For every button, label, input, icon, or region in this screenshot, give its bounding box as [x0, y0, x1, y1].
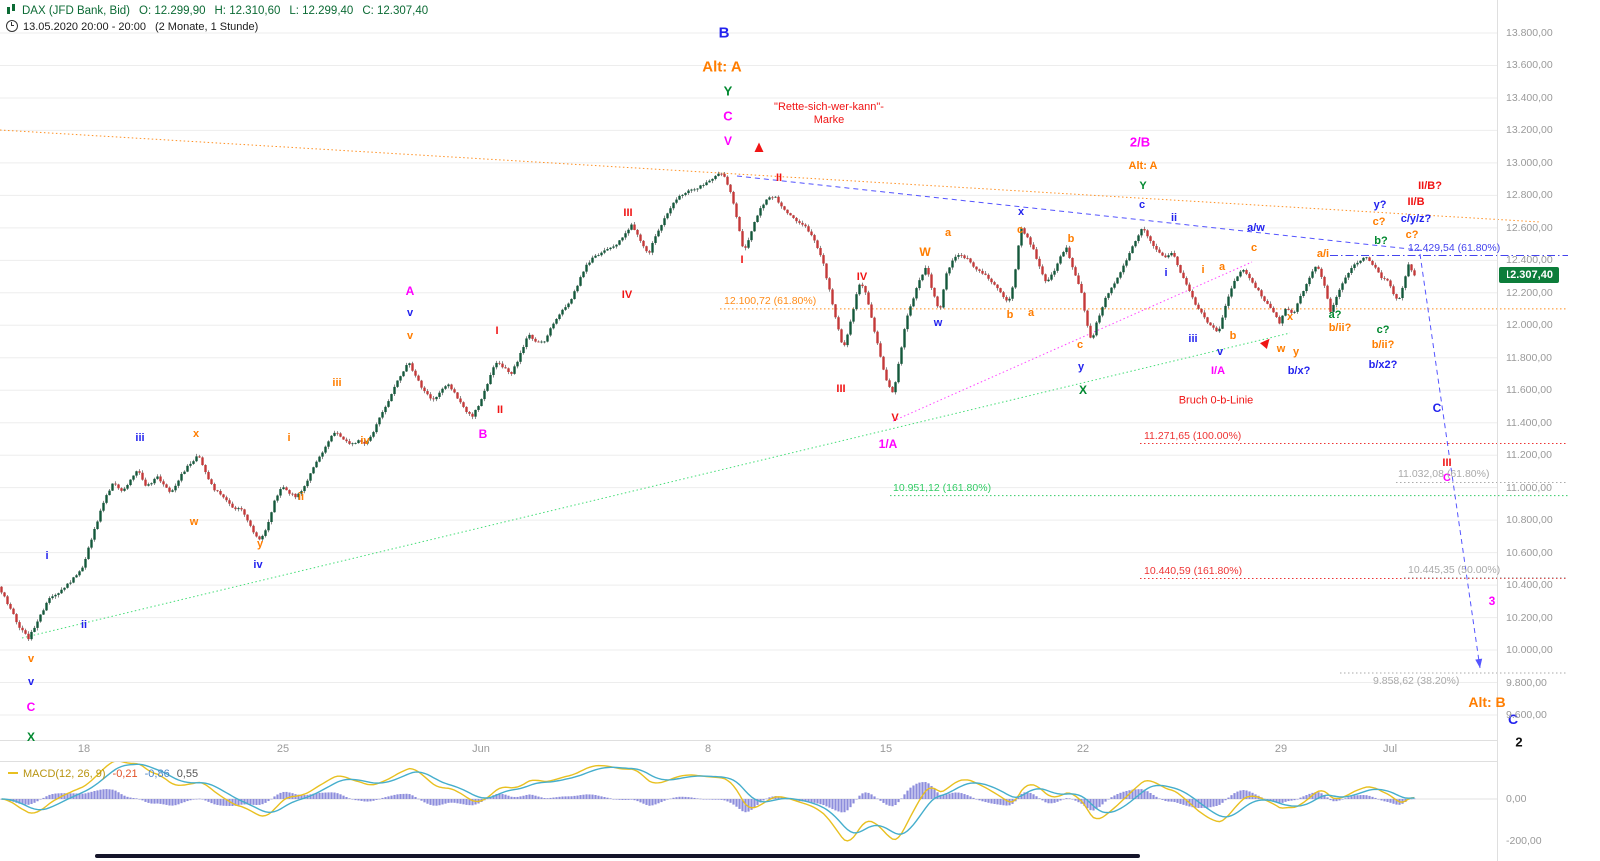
price-tick: 12.200,00: [1506, 286, 1553, 299]
price-tick: 10.400,00: [1506, 579, 1553, 592]
price-tick: 9.600,00: [1506, 709, 1547, 721]
price-tick: 12.000,00: [1506, 319, 1553, 332]
clock-icon: [6, 20, 18, 32]
price-tick: 12.600,00: [1506, 221, 1553, 234]
macd-tick: -200,00: [1506, 835, 1542, 847]
chart-bottom-separator: [0, 740, 1497, 741]
price-tick: 11.400,00: [1506, 416, 1552, 429]
price-tick: 13.200,00: [1506, 124, 1553, 137]
price-tick: 9.800,00: [1506, 676, 1547, 689]
axis-separator: [1497, 0, 1498, 861]
time-tick: 15: [879, 743, 893, 755]
price-tick: 11.600,00: [1506, 384, 1552, 397]
last-price-value: 12.307,40: [1504, 269, 1553, 282]
macd-icon: [8, 772, 18, 774]
instrument-icon: [6, 4, 18, 15]
price-tick: 11.800,00: [1506, 351, 1552, 364]
price-tick: 12.400,00: [1506, 254, 1553, 267]
macd-header: MACD(12, 26, 9) -0,21 -0,86 0,55: [8, 768, 198, 780]
price-tick: 13.400,00: [1506, 91, 1553, 104]
price-tick: 11.000,00: [1506, 481, 1552, 494]
time-tick: 18: [77, 743, 91, 755]
price-tick: 13.000,00: [1506, 156, 1553, 169]
macd-value: -0,86: [144, 768, 170, 780]
price-tick: 13.800,00: [1506, 27, 1553, 39]
time-tick: 29: [1274, 743, 1288, 755]
time-tick: Jul: [1382, 743, 1398, 755]
price-tick: 10.000,00: [1506, 644, 1553, 657]
time-tick: Jun: [472, 743, 490, 755]
horizontal-scrollbar[interactable]: [95, 854, 1140, 858]
open-value: O: 12.299,90: [139, 5, 206, 17]
timeframe-label: (2 Monate, 1 Stunde): [154, 21, 259, 33]
price-tick: 10.200,00: [1506, 611, 1553, 624]
macd-value: -0,21: [112, 768, 138, 780]
high-value: H: 12.310,60: [214, 5, 281, 17]
close-value: C: 12.307,40: [362, 5, 429, 17]
price-tick: 12.800,00: [1506, 189, 1553, 202]
macd-label: MACD(12, 26, 9): [23, 768, 106, 780]
price-tick: 13.600,00: [1506, 59, 1553, 72]
last-price-badge: 12.307,40: [1499, 267, 1559, 284]
price-tick: 10.800,00: [1506, 514, 1553, 527]
price-tick: 11.200,00: [1506, 449, 1552, 462]
price-tick: 10.600,00: [1506, 546, 1553, 559]
datetime-range: 13.05.2020 20:00 - 20:00: [23, 21, 146, 33]
macd-value: 0,55: [176, 768, 199, 780]
low-value: L: 12.299,40: [289, 5, 354, 17]
time-tick: 8: [704, 743, 712, 755]
time-tick: 25: [276, 743, 290, 755]
symbol-title: DAX (JFD Bank, Bid): [22, 5, 130, 17]
macd-top-separator: [0, 761, 1497, 762]
time-tick: 22: [1076, 743, 1090, 755]
chart-header: DAX (JFD Bank, Bid) O: 12.299,90 H: 12.310…: [6, 4, 428, 33]
macd-tick: 0,00: [1506, 793, 1527, 805]
